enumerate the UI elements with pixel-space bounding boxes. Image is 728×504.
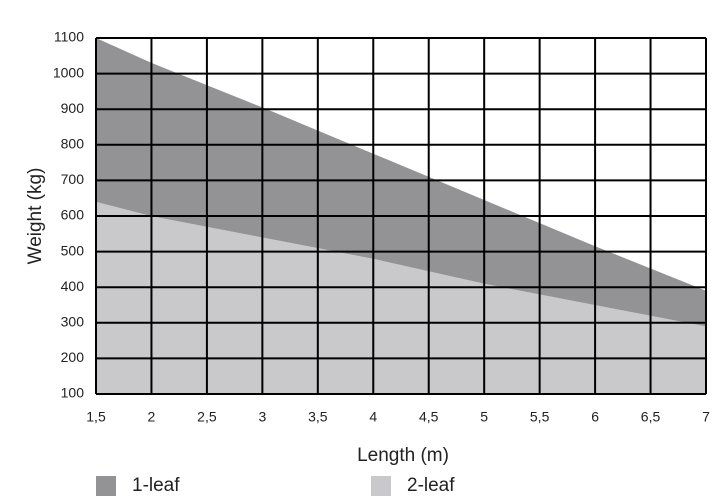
y-tick-label: 1000 xyxy=(53,64,84,80)
y-tick-label: 100 xyxy=(61,385,85,401)
y-tick-label: 200 xyxy=(61,349,85,365)
y-tick-label: 1100 xyxy=(54,29,84,45)
x-tick-label: 1,5 xyxy=(86,409,106,425)
legend-label: 2-leaf xyxy=(407,475,455,496)
y-tick-label: 500 xyxy=(61,242,85,258)
x-tick-label: 4,5 xyxy=(419,409,439,425)
y-tick-label: 300 xyxy=(61,314,85,330)
area xyxy=(96,201,706,394)
x-tick-label: 3 xyxy=(258,409,266,425)
y-tick-label: 900 xyxy=(61,100,85,116)
x-tick-label: 7 xyxy=(702,409,710,425)
x-tick-label: 5 xyxy=(480,409,488,425)
x-axis-title: Length (m) xyxy=(357,445,449,466)
x-tick-label: 2,5 xyxy=(197,409,217,425)
x-tick-label: 5,5 xyxy=(530,409,550,425)
y-tick-label: 800 xyxy=(61,136,85,152)
legend-swatch xyxy=(96,476,116,496)
y-axis-title: Weight (kg) xyxy=(25,168,46,265)
x-tick-label: 6 xyxy=(591,409,599,425)
y-tick-label: 600 xyxy=(61,207,85,223)
x-tick-label: 2 xyxy=(148,409,156,425)
x-tick-label: 4 xyxy=(369,409,377,425)
legend-swatch xyxy=(371,476,391,496)
x-tick-label: 6,5 xyxy=(641,409,661,425)
legend-label: 1-leaf xyxy=(132,475,180,496)
y-tick-label: 400 xyxy=(61,278,85,294)
y-tick-label: 700 xyxy=(61,171,85,187)
x-tick-label: 3,5 xyxy=(308,409,328,425)
